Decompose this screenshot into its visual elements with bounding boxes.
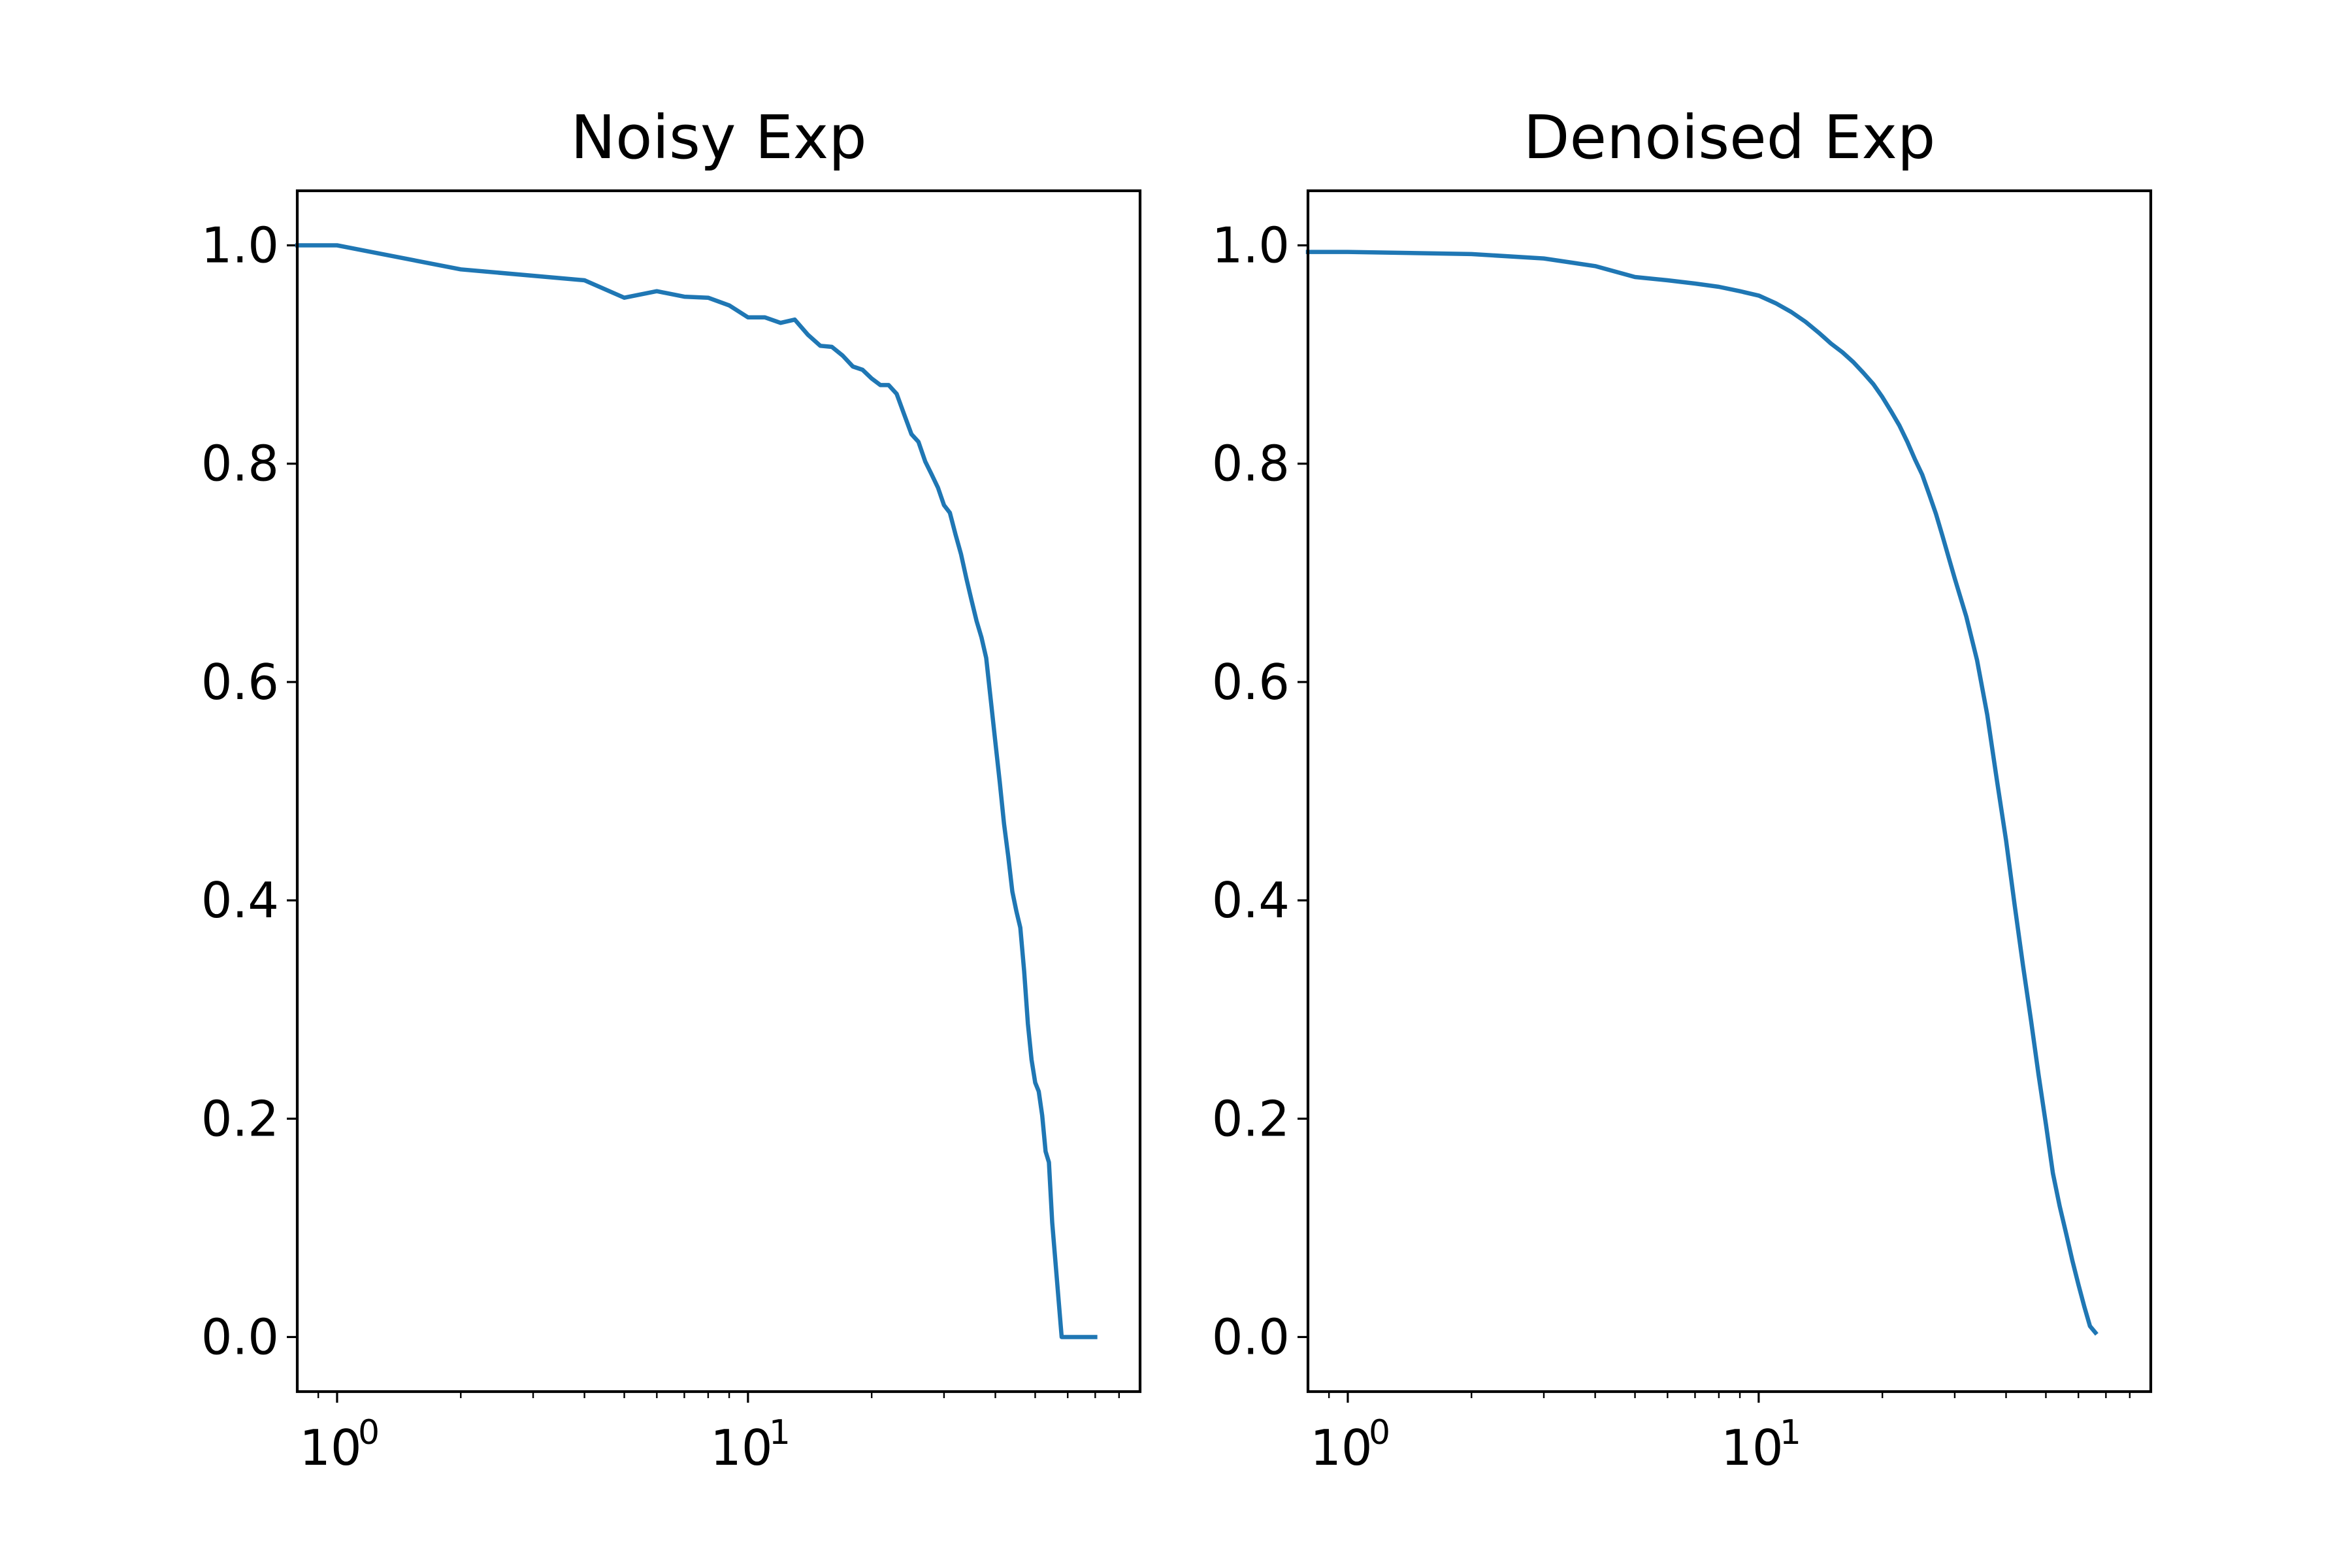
denoised-exp-series (1305, 250, 2099, 1336)
denoised-exp-axes-frame (1306, 189, 2153, 1394)
denoised-exp-ytick-label: 0.0 (1212, 1308, 1290, 1365)
noisy-exp-ytick-label: 0.0 (201, 1308, 279, 1365)
denoised-exp-ytick-label: 0.8 (1212, 435, 1290, 493)
noisy-exp-xtick-exponent: 0 (358, 1413, 380, 1452)
noisy-exp-series (295, 243, 1098, 1339)
noisy-exp-ytick-label: 0.8 (201, 435, 279, 493)
denoised-exp-ytick-label: 1.0 (1212, 217, 1290, 274)
denoised-exp-title: Denoised Exp (1524, 103, 1936, 172)
denoised-exp-ytick-label: 0.2 (1212, 1090, 1290, 1147)
noisy-exp-title: Noisy Exp (570, 103, 866, 172)
noisy-exp-axes-frame (295, 189, 1142, 1394)
noisy-exp-ytick-label: 0.6 (201, 653, 279, 711)
noisy-exp-xtick-label: 10 (710, 1419, 772, 1477)
denoised-exp-series-line (1305, 250, 2099, 1336)
noisy-exp-xtick-exponent: 1 (769, 1413, 791, 1452)
denoised-exp-xtick-label: 10 (1721, 1419, 1783, 1477)
noisy-exp-ytick-label: 1.0 (201, 217, 279, 274)
denoised-exp-xtick-label: 10 (1310, 1419, 1372, 1477)
denoised-exp-ytick-label: 0.4 (1212, 872, 1290, 929)
denoised-exp-xtick-exponent: 1 (1780, 1413, 1801, 1452)
noisy-exp-ytick-label: 0.4 (201, 872, 279, 929)
denoised-exp-ytick-label: 0.6 (1212, 653, 1290, 711)
denoised-exp-xtick-exponent: 0 (1369, 1413, 1390, 1452)
noisy-exp-xtick-label: 10 (299, 1419, 361, 1477)
noisy-exp-ytick-label: 0.2 (201, 1090, 279, 1147)
noisy-exp-series-line (295, 243, 1098, 1339)
